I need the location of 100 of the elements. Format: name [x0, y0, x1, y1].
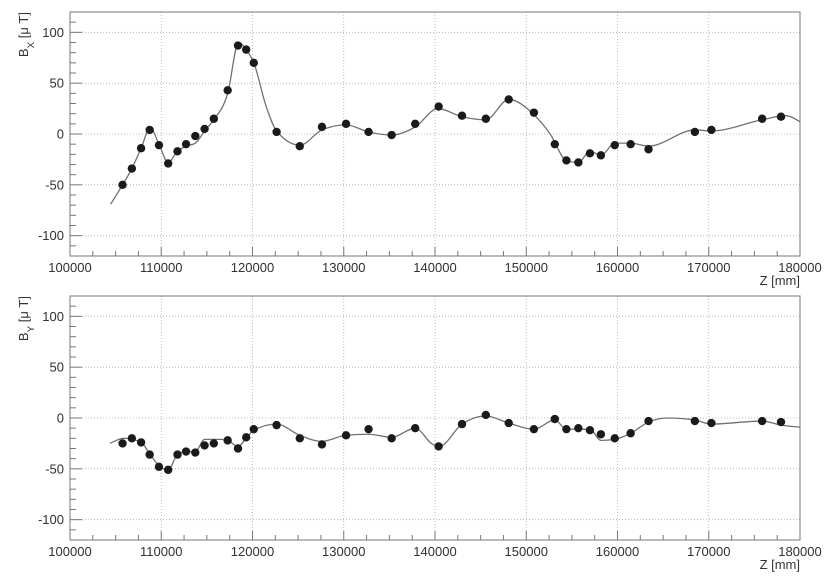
- y-tick-label: -100: [38, 512, 64, 528]
- point: [200, 124, 209, 134]
- point: [364, 424, 373, 434]
- x-tick-label: 150000: [504, 260, 548, 275]
- y-tick-label: -100: [38, 228, 64, 244]
- point: [574, 158, 583, 167]
- x-tick-label: 170000: [687, 260, 730, 275]
- point: [210, 439, 218, 448]
- point: [550, 414, 560, 424]
- point: [586, 149, 594, 158]
- y-tick-label: -50: [45, 461, 64, 476]
- y-tick-label: 50: [50, 360, 64, 375]
- point: [550, 140, 560, 148]
- x-tick-label: 180000: [778, 544, 822, 559]
- point: [482, 114, 490, 123]
- point: [296, 434, 304, 443]
- point: [504, 418, 513, 428]
- point: [223, 86, 232, 94]
- point: [644, 145, 653, 154]
- point: [210, 114, 218, 123]
- x-tick-label: 130000: [322, 260, 366, 275]
- point: [458, 420, 466, 428]
- point: [434, 442, 443, 451]
- point: [626, 429, 635, 438]
- point: [250, 424, 258, 434]
- point: [562, 424, 571, 434]
- point: [530, 108, 538, 117]
- x-tick-label: 120000: [230, 260, 274, 275]
- point: [530, 424, 538, 434]
- point: [200, 441, 209, 450]
- point: [596, 151, 606, 160]
- x-axis-title: Z [mm]: [760, 557, 800, 572]
- point: [242, 433, 250, 442]
- point: [610, 434, 619, 443]
- x-axis-title: Z [mm]: [760, 273, 800, 288]
- point: [434, 102, 443, 111]
- point: [250, 58, 258, 68]
- y-tick-label: 50: [50, 76, 64, 91]
- point: [136, 438, 146, 447]
- x-tick-label: 100000: [48, 260, 92, 275]
- point: [118, 439, 127, 448]
- point: [272, 420, 281, 430]
- point: [342, 120, 350, 128]
- point: [562, 156, 571, 165]
- y-tick-label: 100: [42, 24, 64, 40]
- point: [234, 41, 242, 50]
- point: [596, 430, 606, 438]
- point: [342, 431, 350, 440]
- point: [145, 126, 154, 134]
- x-tick-label: 160000: [596, 260, 640, 275]
- point: [776, 418, 786, 426]
- x-tick-label: 110000: [140, 260, 182, 275]
- point: [164, 466, 172, 474]
- point: [191, 132, 200, 140]
- point: [610, 140, 619, 150]
- point: [145, 450, 154, 459]
- point: [364, 128, 373, 136]
- point: [128, 164, 136, 173]
- point: [296, 142, 304, 150]
- point: [690, 416, 700, 426]
- x-tick-label: 110000: [140, 544, 182, 559]
- point: [191, 448, 200, 457]
- point: [234, 444, 242, 453]
- point: [182, 140, 190, 148]
- point: [223, 436, 232, 445]
- point: [776, 112, 786, 121]
- x-tick-label: 100000: [48, 544, 92, 559]
- point: [154, 462, 164, 471]
- x-tick-label: 170000: [687, 544, 730, 559]
- point: [118, 180, 127, 190]
- y-tick-label: 0: [56, 410, 64, 426]
- x-tick-label: 160000: [596, 544, 640, 559]
- point: [411, 424, 420, 432]
- point: [387, 434, 396, 443]
- point: [626, 140, 635, 148]
- point: [644, 416, 653, 426]
- point: [136, 144, 146, 152]
- point: [411, 120, 420, 128]
- y-tick-label: 0: [56, 126, 64, 142]
- y-tick-label: -50: [45, 177, 64, 192]
- point: [707, 126, 716, 134]
- point: [758, 416, 766, 426]
- point: [242, 45, 250, 54]
- point: [574, 424, 583, 432]
- point: [758, 114, 766, 123]
- x-tick-label: 120000: [230, 544, 274, 559]
- point: [482, 410, 490, 420]
- point: [387, 130, 396, 140]
- point: [164, 159, 172, 168]
- point: [318, 122, 326, 132]
- x-tick-label: 140000: [413, 544, 457, 559]
- y-tick-label: 100: [42, 308, 64, 324]
- point: [318, 440, 326, 449]
- point: [128, 434, 136, 443]
- x-tick-label: 130000: [322, 544, 366, 559]
- point: [707, 418, 716, 428]
- x-tick-label: 180000: [778, 260, 822, 275]
- point: [173, 450, 182, 459]
- point: [504, 95, 513, 104]
- point: [272, 128, 281, 136]
